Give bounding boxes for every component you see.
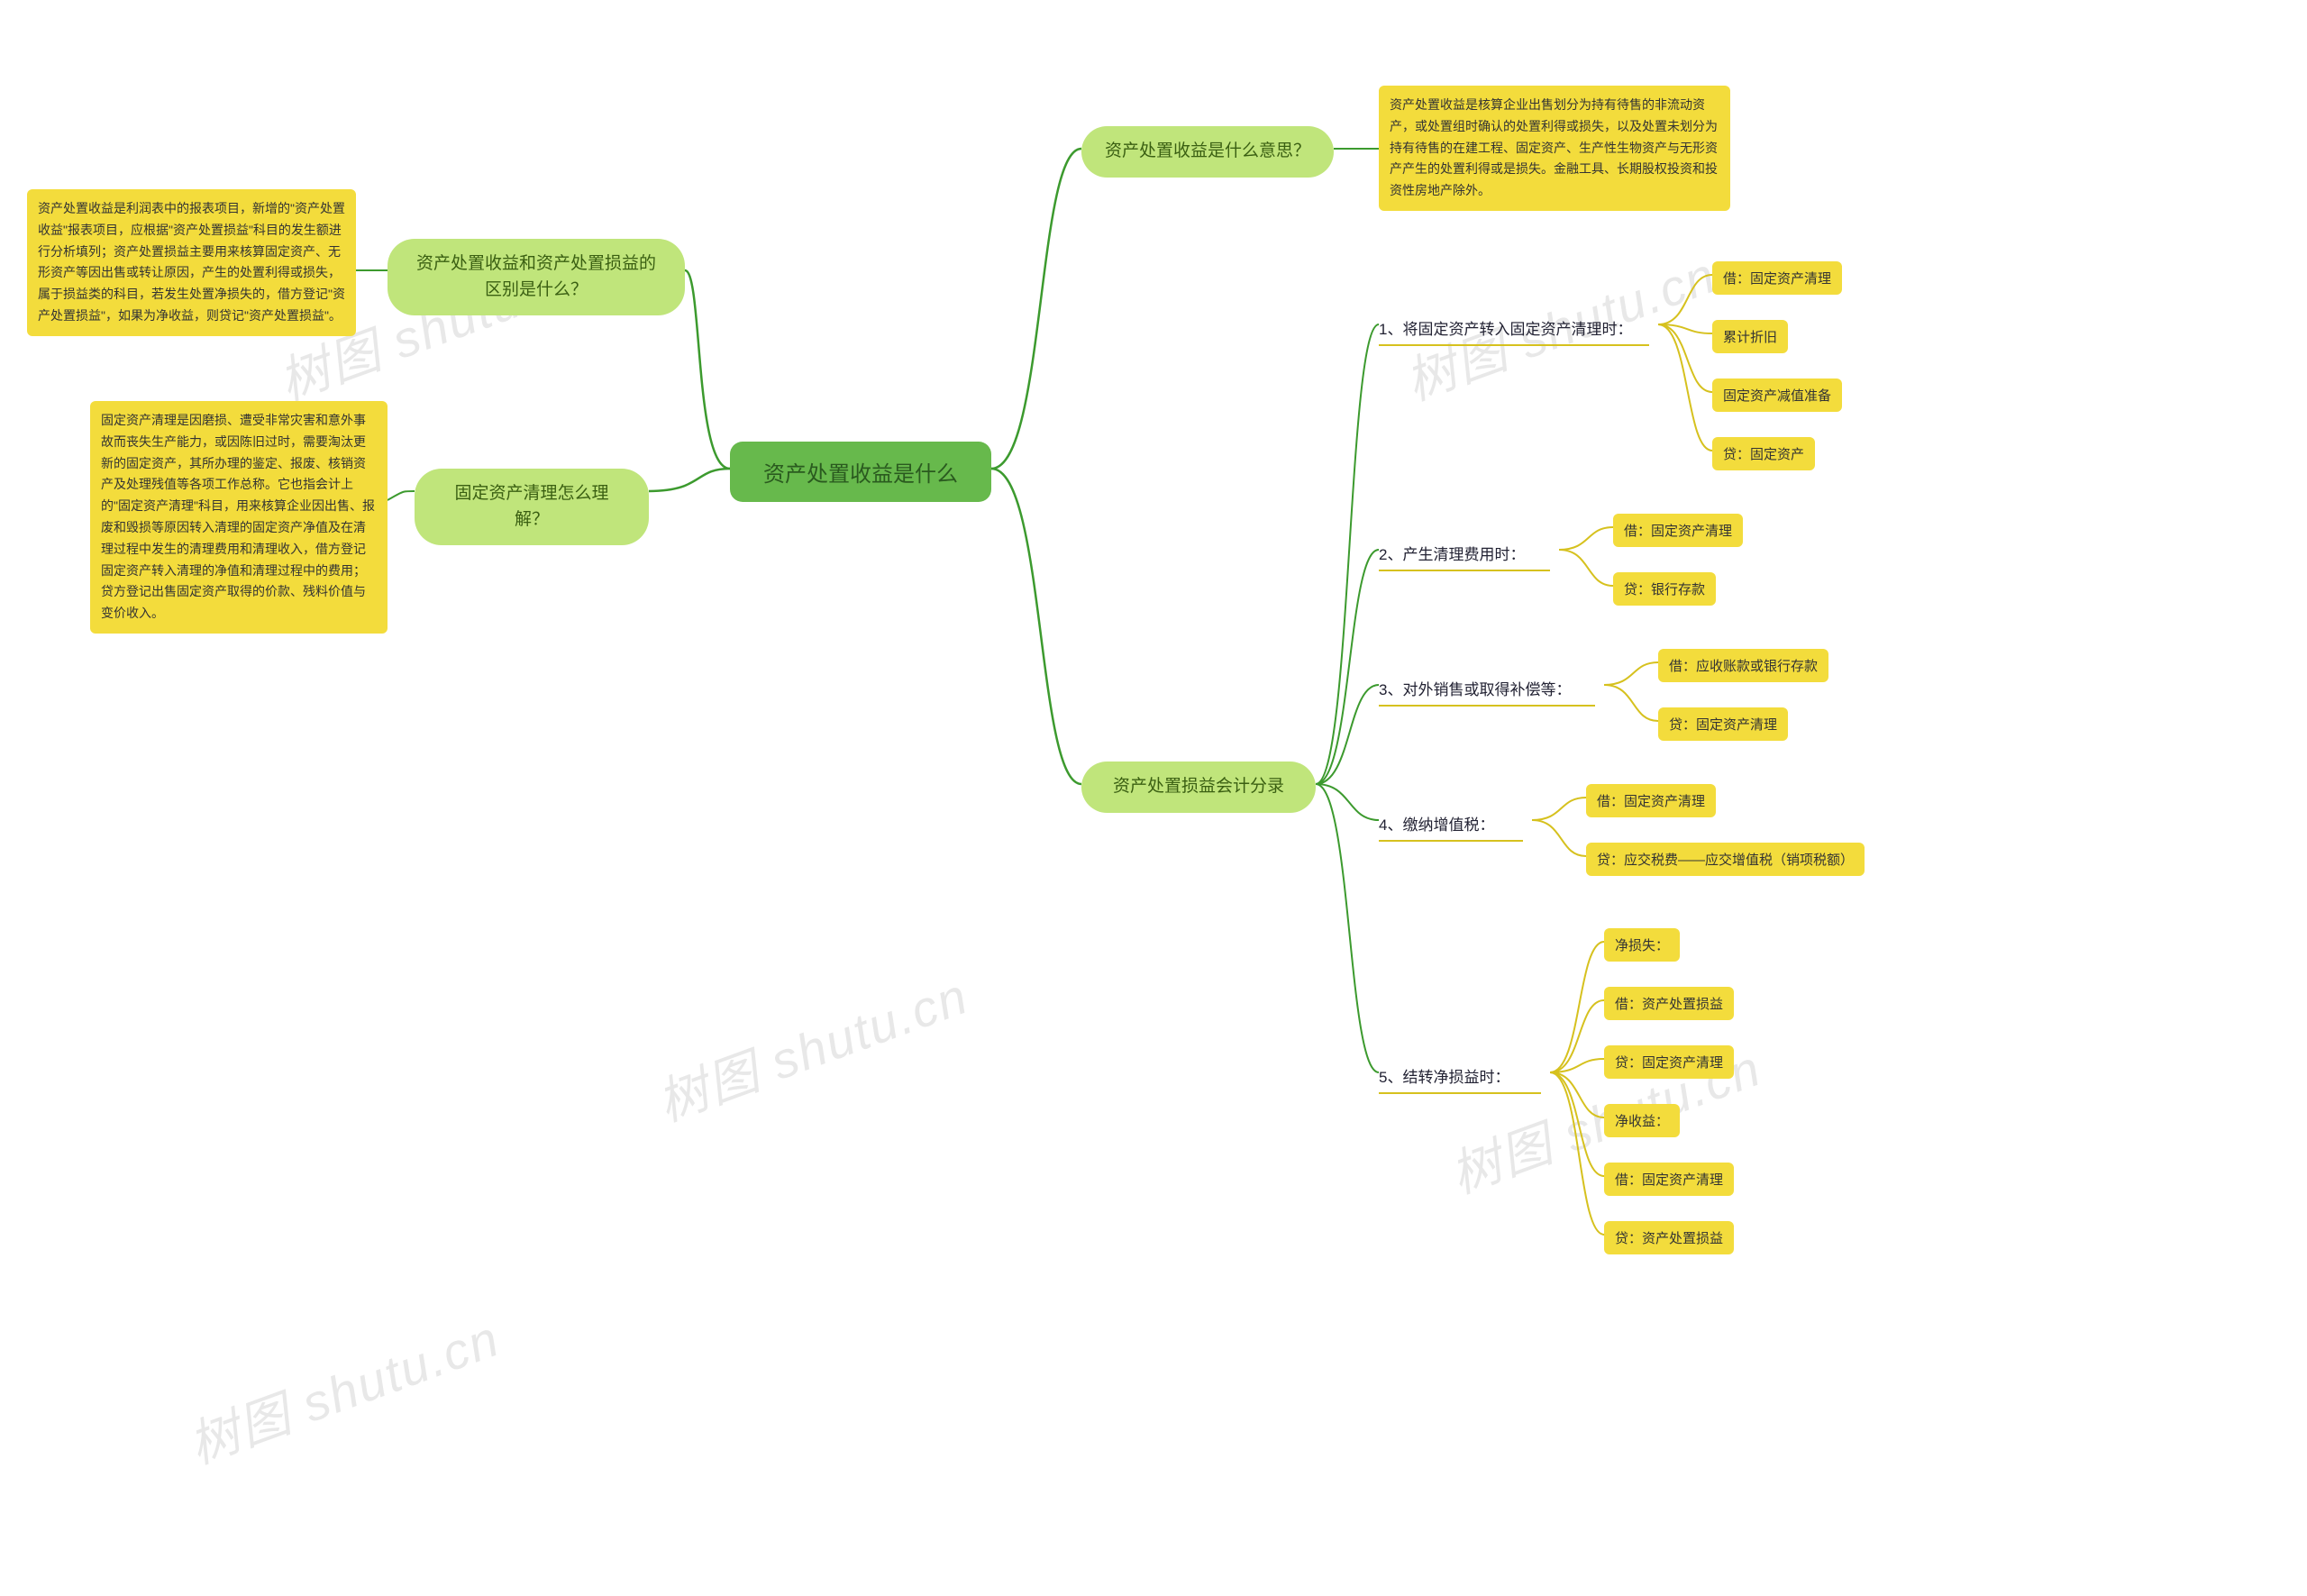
desc-l1: 资产处置收益是利润表中的报表项目，新增的"资产处置收益"报表项目，应根据"资产处… xyxy=(27,189,356,336)
r2-child-3-label: 3、对外销售或取得补偿等： xyxy=(1379,677,1571,703)
leaf[interactable]: 贷：固定资产 xyxy=(1712,437,1815,470)
desc-r1: 资产处置收益是核算企业出售划分为持有待售的非流动资产，或处置组时确认的处置利得或… xyxy=(1379,86,1730,211)
leaf[interactable]: 贷：固定资产清理 xyxy=(1658,707,1788,741)
leaf[interactable]: 净收益： xyxy=(1604,1104,1680,1137)
leaf[interactable]: 借：固定资产清理 xyxy=(1712,261,1842,295)
root-node[interactable]: 资产处置收益是什么 xyxy=(730,442,991,502)
leaf[interactable]: 贷：资产处置损益 xyxy=(1604,1221,1734,1254)
leaf[interactable]: 借：固定资产清理 xyxy=(1604,1163,1734,1196)
r2-child-4-label: 4、缴纳增值税： xyxy=(1379,812,1494,838)
leaf[interactable]: 贷：应交税费——应交增值税（销项税额） xyxy=(1586,843,1865,876)
r2-child-2[interactable]: 2、产生清理费用时： xyxy=(1379,536,1559,577)
branch-l1[interactable]: 资产处置收益和资产处置损益的区别是什么？ xyxy=(388,239,685,315)
leaf[interactable]: 借：固定资产清理 xyxy=(1613,514,1743,547)
branch-r2[interactable]: 资产处置损益会计分录 xyxy=(1081,762,1316,813)
leaf[interactable]: 净损失： xyxy=(1604,928,1680,962)
leaf[interactable]: 贷：固定资产清理 xyxy=(1604,1045,1734,1079)
r2-child-5[interactable]: 5、结转净损益时： xyxy=(1379,1059,1550,1099)
watermark: 树图 shutu.cn xyxy=(178,1299,508,1479)
r2-child-2-label: 2、产生清理费用时： xyxy=(1379,542,1525,568)
watermark: 树图 shutu.cn xyxy=(646,956,977,1136)
leaf[interactable]: 借：应收账款或银行存款 xyxy=(1658,649,1828,682)
r2-child-4[interactable]: 4、缴纳增值税： xyxy=(1379,807,1532,847)
leaf[interactable]: 借：资产处置损益 xyxy=(1604,987,1734,1020)
leaf[interactable]: 固定资产减值准备 xyxy=(1712,378,1842,412)
r2-child-1[interactable]: 1、将固定资产转入固定资产清理时： xyxy=(1379,311,1658,351)
branch-r1[interactable]: 资产处置收益是什么意思？ xyxy=(1081,126,1334,178)
desc-l2: 固定资产清理是因磨损、遭受非常灾害和意外事故而丧失生产能力，或因陈旧过时，需要淘… xyxy=(90,401,388,634)
branch-l2[interactable]: 固定资产清理怎么理解？ xyxy=(415,469,649,545)
leaf[interactable]: 借：固定资产清理 xyxy=(1586,784,1716,817)
leaf[interactable]: 贷：银行存款 xyxy=(1613,572,1716,606)
r2-child-1-label: 1、将固定资产转入固定资产清理时： xyxy=(1379,316,1632,342)
leaf[interactable]: 累计折旧 xyxy=(1712,320,1788,353)
r2-child-5-label: 5、结转净损益时： xyxy=(1379,1064,1509,1090)
r2-child-3[interactable]: 3、对外销售或取得补偿等： xyxy=(1379,671,1604,712)
